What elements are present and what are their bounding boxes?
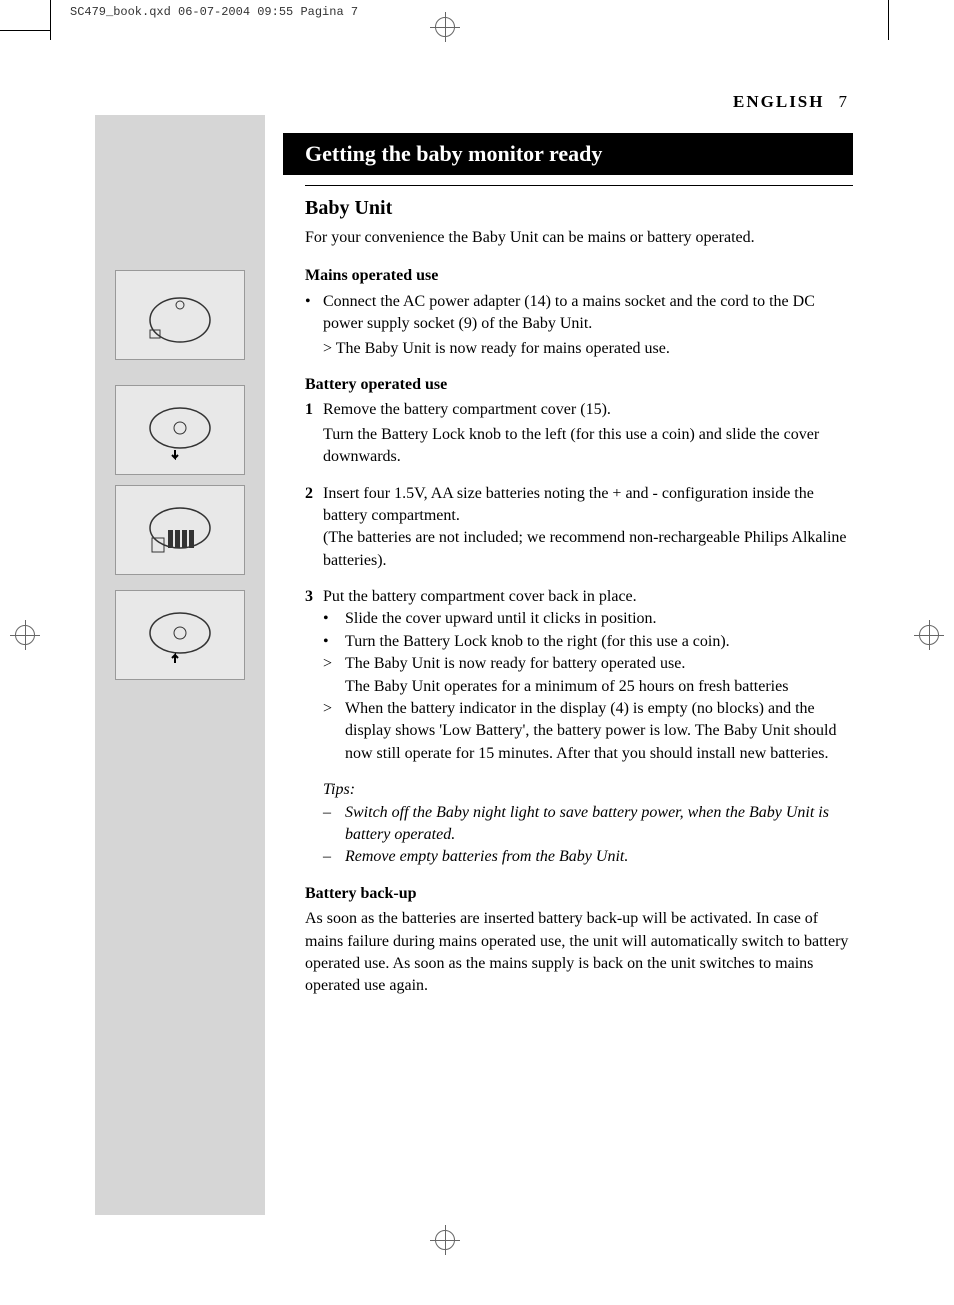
step-text: Put the battery compartment cover back i… <box>323 586 853 608</box>
step-3: 3 Put the battery compartment cover back… <box>305 586 853 608</box>
sub-bullet: • Turn the Battery Lock knob to the righ… <box>305 631 853 653</box>
result-text: The Baby Unit is now ready for battery o… <box>345 653 853 698</box>
device-icon <box>140 400 220 460</box>
bullet-text: Turn the Battery Lock knob to the right … <box>345 631 853 653</box>
step-text: Remove the battery compartment cover (15… <box>323 399 853 421</box>
bullet-text: Slide the cover upward until it clicks i… <box>345 608 853 630</box>
tips-label: Tips: <box>305 779 853 801</box>
tip-item: – Switch off the Baby night light to sav… <box>305 802 853 847</box>
step-number: 3 <box>305 586 323 608</box>
intro-text: For your convenience the Baby Unit can b… <box>305 227 853 249</box>
step-detail: Turn the Battery Lock knob to the left (… <box>305 424 853 469</box>
step-text: Insert four 1.5V, AA size batteries noti… <box>323 483 853 528</box>
battery-heading: Battery operated use <box>305 374 853 396</box>
body-content: Baby Unit For your convenience the Baby … <box>283 194 853 998</box>
tip-item: – Remove empty batteries from the Baby U… <box>305 846 853 868</box>
result-text: When the battery indicator in the displa… <box>345 698 853 765</box>
device-icon <box>140 285 220 345</box>
crop-mark <box>888 0 889 40</box>
step-number: 1 <box>305 399 323 421</box>
step-number: 2 <box>305 483 323 528</box>
mains-heading: Mains operated use <box>305 265 853 287</box>
main-content: Getting the baby monitor ready Baby Unit… <box>283 133 853 998</box>
thumbnail-battery-open <box>115 385 245 475</box>
result-line: > The Baby Unit is now ready for battery… <box>305 653 853 698</box>
thumbnail-mains <box>115 270 245 360</box>
crop-mark <box>50 0 51 40</box>
step-2: 2 Insert four 1.5V, AA size batteries no… <box>305 483 853 528</box>
thumbnail-close <box>115 590 245 680</box>
bullet-marker: • <box>323 631 345 653</box>
backup-text: As soon as the batteries are inserted ba… <box>305 908 853 998</box>
registration-mark <box>430 1225 460 1255</box>
device-icon <box>140 605 220 665</box>
crop-mark <box>0 30 50 31</box>
subsection-title: Baby Unit <box>305 194 853 222</box>
bullet-marker: • <box>305 291 323 336</box>
step-detail: (The batteries are not included; we reco… <box>305 527 853 572</box>
section-title: Getting the baby monitor ready <box>283 133 853 175</box>
page-number: 7 <box>839 92 850 111</box>
file-header: SC479_book.qxd 06-07-2004 09:55 Pagina 7 <box>70 5 358 19</box>
tip-marker: – <box>323 846 345 868</box>
divider <box>305 185 853 186</box>
result-text: > The Baby Unit is now ready for mains o… <box>305 338 853 360</box>
step-1: 1 Remove the battery compartment cover (… <box>305 399 853 421</box>
bullet-text: Connect the AC power adapter (14) to a m… <box>323 291 853 336</box>
tip-marker: – <box>323 802 345 847</box>
bullet-marker: • <box>323 608 345 630</box>
language-label: ENGLISH <box>733 92 824 111</box>
result-line: > When the battery indicator in the disp… <box>305 698 853 765</box>
result-marker: > <box>323 698 345 765</box>
tip-text: Remove empty batteries from the Baby Uni… <box>345 846 853 868</box>
registration-mark <box>10 620 40 650</box>
tip-text: Switch off the Baby night light to save … <box>345 802 853 847</box>
backup-heading: Battery back-up <box>305 883 853 905</box>
sub-bullet: • Slide the cover upward until it clicks… <box>305 608 853 630</box>
bullet-item: • Connect the AC power adapter (14) to a… <box>305 291 853 336</box>
page-label: ENGLISH 7 <box>733 92 849 112</box>
result-marker: > <box>323 653 345 698</box>
registration-mark <box>430 12 460 42</box>
device-icon <box>140 500 220 560</box>
thumbnail-batteries <box>115 485 245 575</box>
registration-mark <box>914 620 944 650</box>
